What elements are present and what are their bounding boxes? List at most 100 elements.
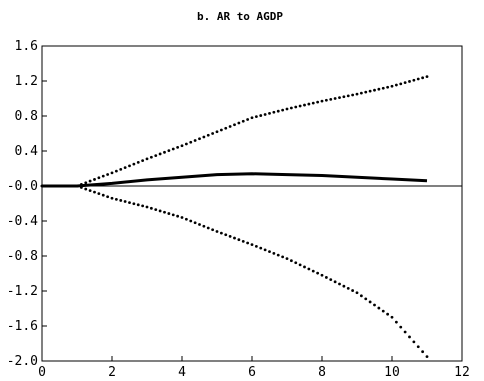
series-dot xyxy=(263,113,267,116)
series-dot xyxy=(224,233,228,237)
series-dot xyxy=(285,257,289,261)
series-dot xyxy=(324,276,328,279)
series-dot xyxy=(259,114,263,117)
series-dot xyxy=(377,87,381,91)
series-dot xyxy=(110,196,114,200)
series-dot xyxy=(233,236,236,240)
y-tick-label: -0.8 xyxy=(7,249,38,264)
series-dot xyxy=(158,209,162,213)
series-dot xyxy=(263,248,267,252)
series-dot xyxy=(101,193,105,197)
series-dot xyxy=(189,140,193,144)
series-dot xyxy=(416,77,420,81)
series-dot xyxy=(206,133,210,137)
series-dot xyxy=(71,184,75,188)
series-dot xyxy=(84,187,88,191)
series-line-point-estimate xyxy=(42,172,428,188)
series-dot xyxy=(198,137,201,141)
series-dot xyxy=(377,306,381,310)
series-dot xyxy=(303,103,306,107)
series-dot xyxy=(215,130,219,134)
series-dot xyxy=(272,110,276,114)
series-dot xyxy=(268,250,271,254)
series-dot xyxy=(351,93,355,97)
series-dot xyxy=(241,119,245,123)
y-tick-label: 0.4 xyxy=(15,144,39,159)
series-dot xyxy=(79,186,83,189)
y-tick-label: -1.2 xyxy=(7,284,38,299)
x-tick-label: 10 xyxy=(384,365,400,380)
series-dot xyxy=(145,205,149,209)
x-tick-label: 6 xyxy=(248,365,256,380)
series-dot xyxy=(412,340,416,344)
series-dot xyxy=(176,214,180,218)
series-dot xyxy=(58,184,61,188)
series-dot xyxy=(324,98,328,102)
series-dot xyxy=(333,280,337,284)
series-dot xyxy=(237,238,241,242)
series-dot xyxy=(53,184,57,188)
series-dot xyxy=(141,204,145,208)
series-dot xyxy=(381,309,385,313)
series-dot xyxy=(368,89,372,93)
series-dot xyxy=(298,263,302,267)
series-dot xyxy=(316,100,320,104)
series-dot xyxy=(119,167,123,171)
series-dot xyxy=(294,261,298,265)
x-tick-label: 0 xyxy=(38,365,46,380)
series-dot xyxy=(294,105,298,109)
series-dot xyxy=(154,154,158,157)
series-dot xyxy=(176,145,180,149)
series-dot xyxy=(246,118,250,121)
series-dot xyxy=(246,241,250,245)
series-dot xyxy=(128,201,131,205)
series-dot xyxy=(399,325,403,329)
series-dot xyxy=(180,216,184,219)
series-dot xyxy=(237,121,241,125)
series-dot xyxy=(106,195,110,199)
series-dot xyxy=(228,125,232,128)
series-dot xyxy=(390,315,394,319)
series-dot xyxy=(289,106,293,110)
series-dot xyxy=(62,184,66,188)
x-tick-label: 4 xyxy=(178,365,186,380)
series-dot xyxy=(171,213,175,217)
series-dot xyxy=(167,149,171,153)
y-tick-label: 0.8 xyxy=(15,109,38,124)
series-dot xyxy=(79,182,83,186)
series-dot xyxy=(250,243,254,247)
series-dot xyxy=(184,217,188,221)
series-dot xyxy=(408,335,411,339)
series-dot xyxy=(403,330,407,334)
axis-ticks xyxy=(41,45,463,362)
series-dot xyxy=(316,271,320,275)
series-dot xyxy=(141,159,145,163)
series-dot xyxy=(333,97,337,100)
series-lower-band xyxy=(40,184,429,359)
axis-tick-labels: 1.6 1.2 0.8 0.4 -0.0 -0.4 -0.8 -1.2 -1.6 -2.00 2 4 6… xyxy=(7,39,470,380)
series-dot xyxy=(342,284,346,288)
series-dot xyxy=(381,86,385,90)
series-dot xyxy=(167,212,171,215)
series-dot xyxy=(180,144,184,148)
series-dot xyxy=(149,155,153,159)
series-dot xyxy=(421,76,425,80)
series-dot xyxy=(303,265,306,269)
series-dot xyxy=(346,286,350,290)
series-dot xyxy=(241,239,245,243)
series-dot xyxy=(250,116,254,120)
series-dot xyxy=(386,312,390,316)
series-dot xyxy=(233,123,236,127)
series-dot xyxy=(198,223,201,226)
series-dot xyxy=(114,169,118,173)
series-dot xyxy=(416,345,420,349)
series-dot xyxy=(386,85,390,89)
series-dot xyxy=(110,171,114,175)
series-dot xyxy=(149,206,153,210)
series-dot xyxy=(101,174,105,178)
series-dot xyxy=(171,147,175,151)
series-dot xyxy=(329,97,333,101)
series-dot xyxy=(276,109,280,113)
series-dot xyxy=(268,111,271,115)
